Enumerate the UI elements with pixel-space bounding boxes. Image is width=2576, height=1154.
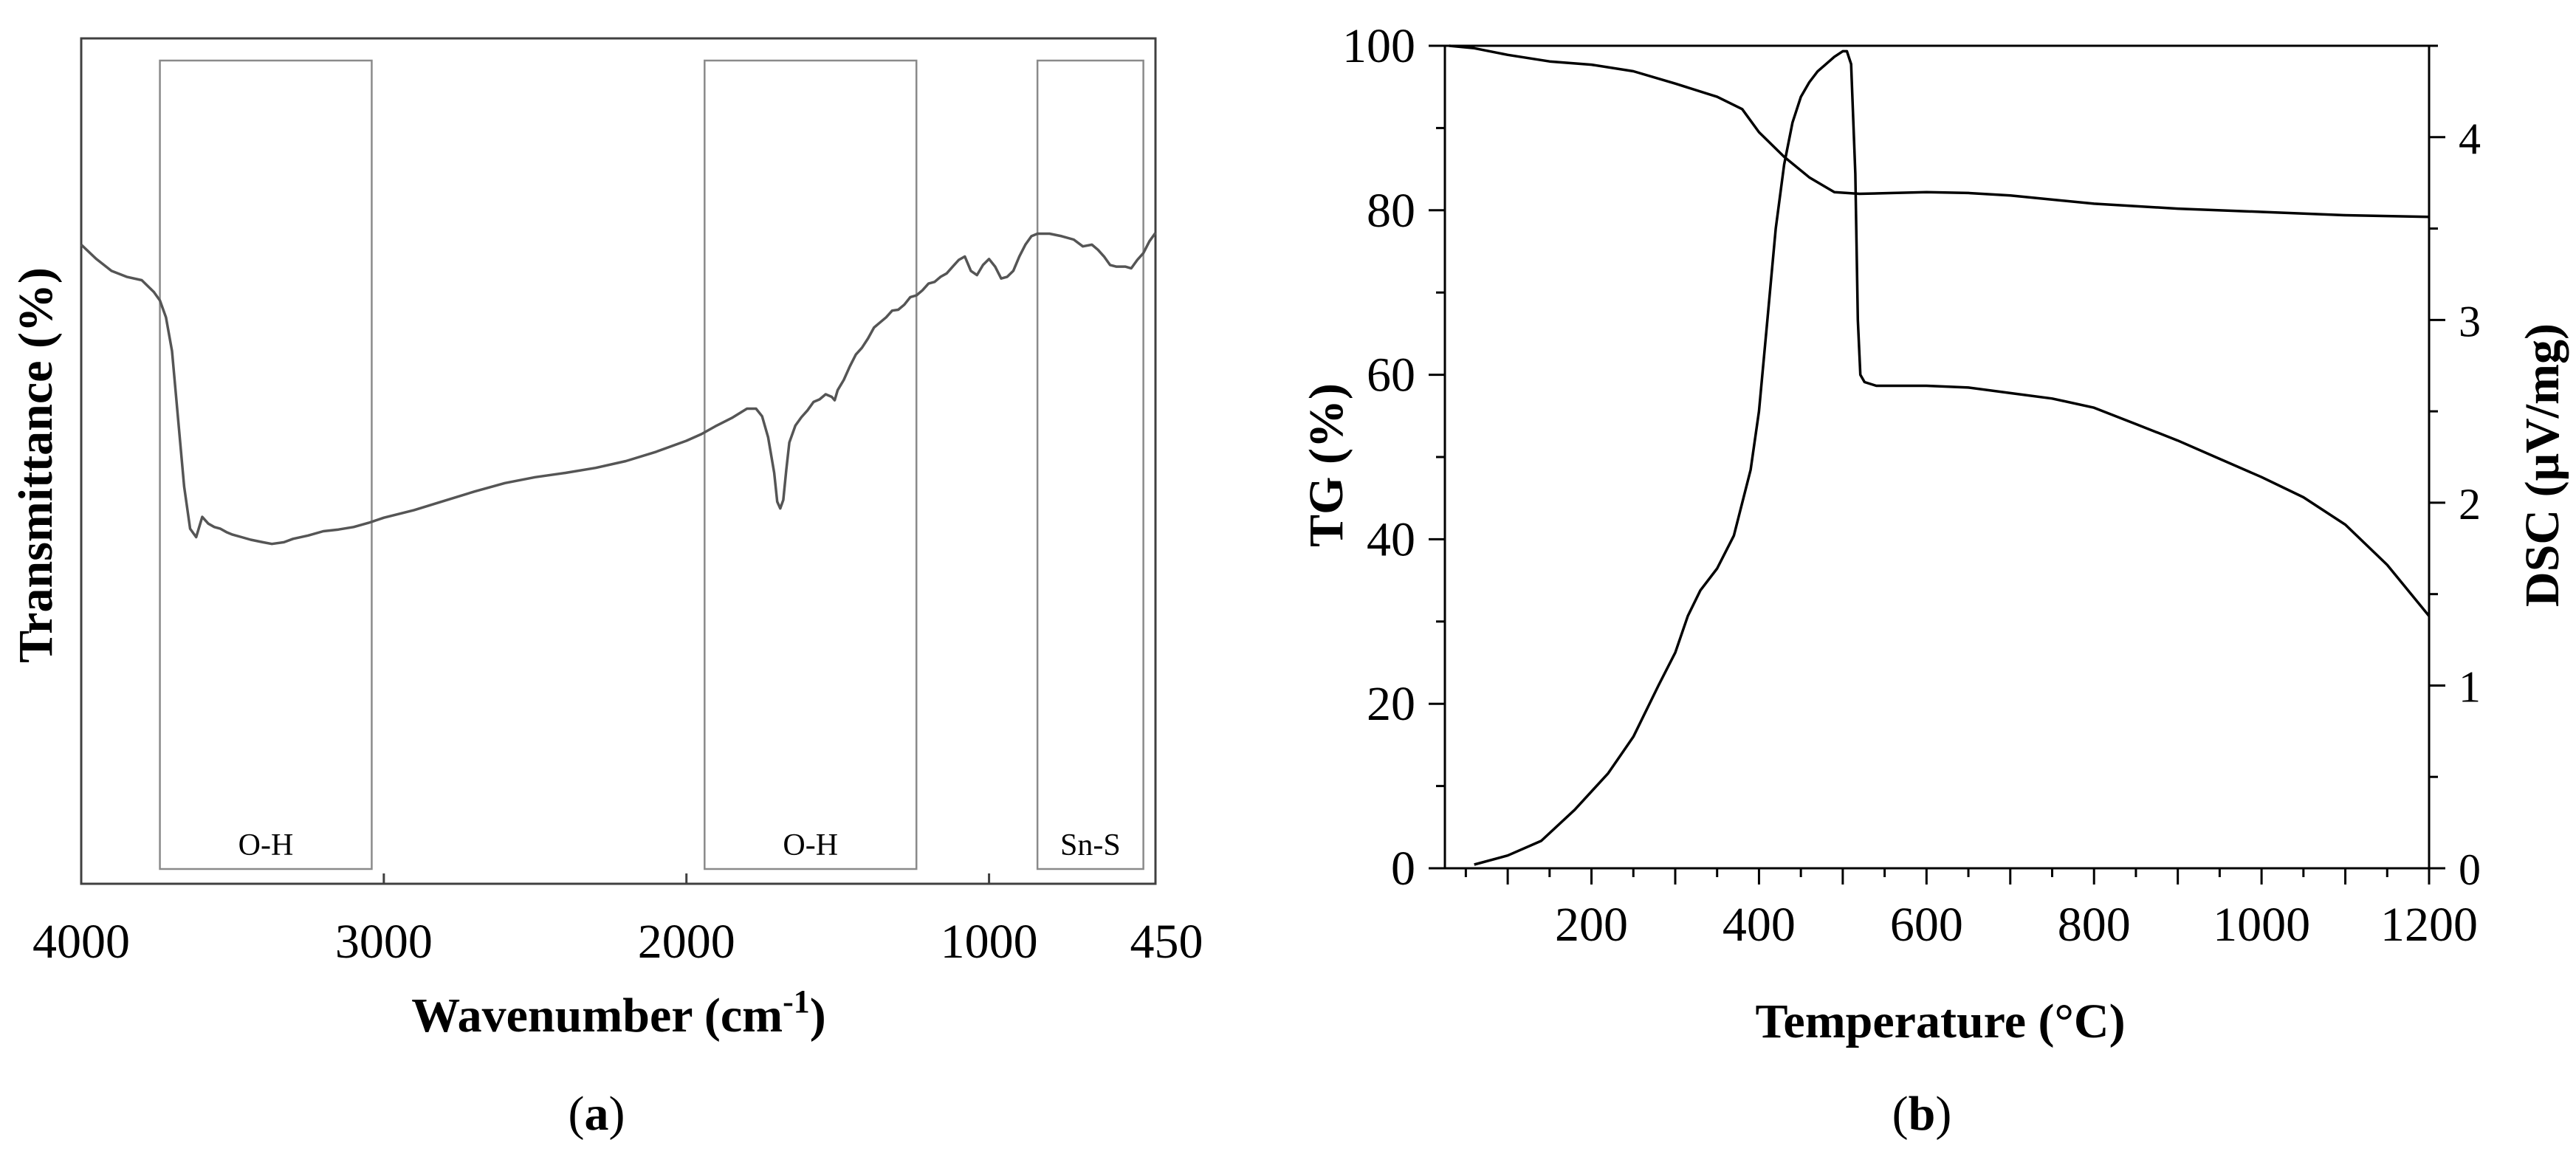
spectrum-line bbox=[80, 232, 1157, 546]
x-tick-label: 450 bbox=[1130, 915, 1203, 969]
x-tick-label: 800 bbox=[2058, 898, 2131, 952]
y2-axis-title: DSC (μV/mg) bbox=[2515, 323, 2569, 607]
chart-a-frame bbox=[80, 37, 1157, 885]
x-tick-label: 1000 bbox=[941, 915, 1038, 969]
dsc-line bbox=[1474, 49, 2431, 866]
y2-tick-label: 2 bbox=[2459, 480, 2481, 529]
tg-line bbox=[1449, 44, 2430, 219]
ftir-chart: O-H O-H Sn-S 4000 3000 2000 1000 450 Transmitt… bbox=[9, 37, 1203, 1043]
x-axis-title: Temperature (°C) bbox=[1755, 995, 2125, 1048]
y-tick-label: 60 bbox=[1367, 348, 1415, 402]
y2-axis-ticks: 0 1 2 3 4 bbox=[2429, 44, 2481, 894]
y-tick-label: 0 bbox=[1391, 842, 1415, 896]
band-label: O-H bbox=[783, 828, 838, 862]
panel-label-a: (a) bbox=[569, 1087, 625, 1141]
x-tick-label: 1000 bbox=[2213, 898, 2310, 952]
y-tick-label: 40 bbox=[1367, 512, 1415, 566]
y2-tick-label: 0 bbox=[2459, 845, 2481, 894]
y-tick-label: 100 bbox=[1342, 19, 1415, 73]
y-tick-label: 80 bbox=[1367, 184, 1415, 238]
chart-b-frame bbox=[1443, 44, 2431, 870]
spectrum-series bbox=[80, 232, 1157, 546]
x-tick-label: 400 bbox=[1723, 898, 1796, 952]
x-axis-title: Wavenumber (cm-1) bbox=[411, 983, 826, 1043]
x-tick-label: 4000 bbox=[32, 915, 130, 969]
y2-tick-label: 4 bbox=[2459, 114, 2481, 163]
y-axis-ticks: 0 20 40 60 80 100 bbox=[1342, 19, 1445, 896]
x-axis-ticks: 200 400 600 800 1000 1200 bbox=[1464, 868, 2478, 952]
x-axis-title-superscript: -1 bbox=[783, 983, 810, 1020]
band-box bbox=[1036, 59, 1144, 870]
panel-label-b: (b) bbox=[1892, 1087, 1952, 1141]
x-tick-label: 3000 bbox=[335, 915, 433, 969]
band-annotations: O-H O-H Sn-S bbox=[159, 59, 1144, 870]
band-box bbox=[704, 59, 918, 870]
x-axis-ticks: 4000 3000 2000 1000 450 bbox=[32, 873, 1203, 969]
band-label: Sn-S bbox=[1060, 828, 1121, 862]
x-tick-label: 1200 bbox=[2380, 898, 2478, 952]
x-tick-label: 600 bbox=[1890, 898, 1963, 952]
y2-tick-label: 1 bbox=[2459, 662, 2481, 711]
y-axis-title: TG (%) bbox=[1299, 383, 1353, 547]
y-tick-label: 20 bbox=[1367, 677, 1415, 731]
band-label: O-H bbox=[238, 828, 294, 862]
x-tick-label: 200 bbox=[1555, 898, 1628, 952]
band-box bbox=[159, 59, 373, 870]
tg-dsc-series bbox=[1449, 44, 2431, 866]
x-tick-label: 2000 bbox=[638, 915, 735, 969]
y2-tick-label: 3 bbox=[2459, 297, 2481, 346]
y-axis-title: Transmittance (%) bbox=[9, 267, 63, 663]
